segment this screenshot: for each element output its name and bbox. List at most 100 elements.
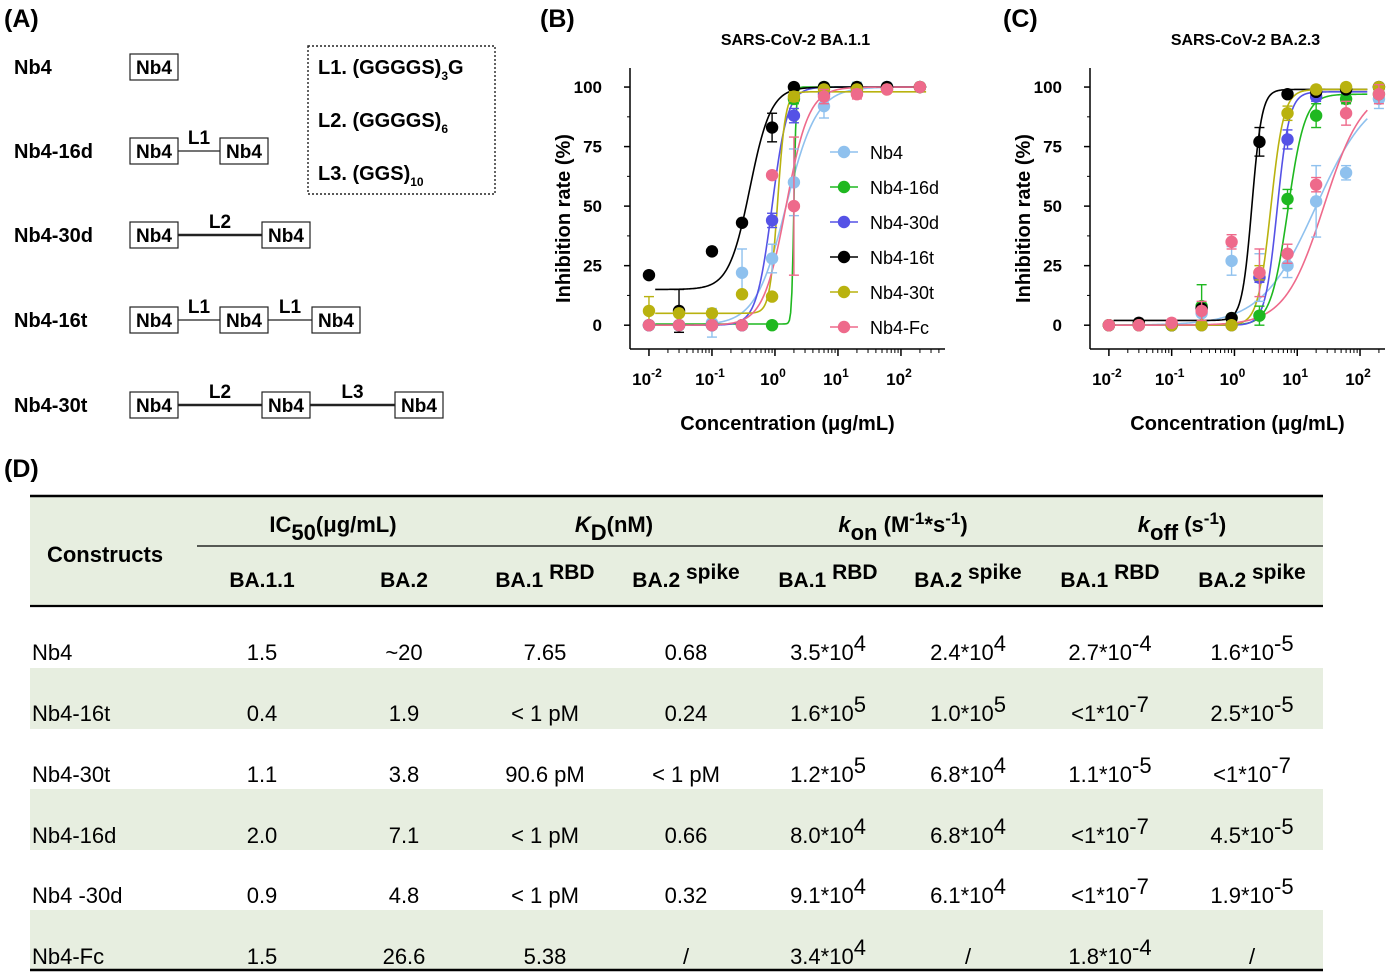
data-point [705, 318, 719, 332]
row-construct: Nb4-30t [32, 762, 110, 787]
data-point [1281, 247, 1294, 260]
data-point [765, 168, 779, 182]
fit-curve [1113, 88, 1368, 326]
chart-title: SARS-CoV-2 BA.1.1 [721, 32, 870, 49]
cell-ic50-ba11: 0.9 [247, 883, 278, 908]
subheader: BA.2 spike [632, 561, 739, 592]
linker-definition: L1. (GGGGS)3G [318, 57, 464, 83]
nb4-box-label: Nb4 [318, 311, 354, 332]
y-tick-label: 50 [1043, 197, 1062, 216]
data-point [705, 245, 719, 258]
construct-schematic: Nb4 Nb4 Nb4-16d Nb4 L1 Nb4 Nb4-30d Nb4 L2 Nb4 Nb4-… [14, 45, 496, 419]
linker-label: L2 [209, 382, 231, 403]
header-kd: KD(nM) [575, 512, 653, 545]
data-point [787, 80, 801, 94]
cell-koff-ba1: 2.7*10-4 [1068, 631, 1151, 665]
cell-koff-ba2: <1*10-7 [1213, 753, 1291, 787]
y-tick-label: 100 [574, 78, 602, 97]
construct-name: Nb4-30d [14, 225, 93, 247]
chart-ba23: SARS-CoV-2 BA.2.3 0 25 50 75 100 10-2 10-1 100 10… [1013, 32, 1386, 435]
legend-label: Nb4-Fc [870, 318, 929, 338]
subheader: BA.1.1 [229, 569, 295, 592]
cell-koff-ba1: 1.8*10-4 [1068, 935, 1151, 969]
nb4-box-label: Nb4 [136, 396, 172, 417]
cell-kd-ba1: 5.38 [524, 944, 567, 969]
data-point [765, 318, 779, 332]
subheader: BA.2 spike [1198, 561, 1305, 592]
cell-koff-ba2: 2.5*10-5 [1210, 692, 1293, 726]
header-koff: koff (s-1) [1138, 509, 1226, 545]
data-point [1253, 266, 1266, 279]
data-point [1195, 318, 1208, 332]
y-tick-label: 50 [583, 197, 602, 216]
row-construct: Nb4-Fc [32, 944, 104, 969]
nb4-box-label: Nb4 [136, 142, 172, 163]
y-axis-label: Inhibition rate (%) [553, 134, 575, 303]
data-point [705, 307, 719, 320]
cell-kon-ba2: 1.0*105 [930, 692, 1006, 726]
x-tick-label: 10-1 [695, 366, 725, 389]
kinetics-table: Constructs IC50(μg/mL) KD(nM) kon (M-1*s-1)… [30, 494, 1323, 972]
legend-marker [837, 285, 851, 299]
cell-kd-ba1: < 1 pM [511, 701, 579, 726]
nb4-box [129, 306, 179, 334]
cell-kon-ba2: / [965, 944, 972, 969]
x-tick-label: 101 [1282, 366, 1308, 389]
x-axis-label: Concentration (μg/mL) [1130, 413, 1344, 435]
nb4-box-label: Nb4 [401, 396, 437, 417]
nb4-box [129, 53, 179, 81]
cell-kd-ba2: 0.32 [665, 883, 708, 908]
data-point [765, 121, 779, 134]
data-point [735, 216, 749, 229]
data-point [1281, 133, 1294, 146]
cell-koff-ba1: 1.1*10-5 [1068, 753, 1151, 787]
data-point [735, 288, 749, 301]
y-tick-label: 0 [1053, 316, 1062, 335]
legend-marker [837, 215, 851, 229]
panel-label-a: (A) [4, 5, 39, 33]
data-point [787, 109, 801, 122]
linker-label: L1 [188, 128, 211, 149]
cell-ic50-ba2: 7.1 [389, 823, 420, 848]
x-tick-label: 101 [823, 366, 849, 389]
data-point [765, 252, 779, 265]
fit-curve [1113, 91, 1368, 326]
linker-label: L2 [209, 212, 231, 233]
data-point [672, 307, 686, 320]
y-tick-label: 25 [1043, 257, 1062, 276]
data-point [1339, 107, 1353, 120]
x-tick-label: 100 [1220, 366, 1246, 389]
panel-label-c: (C) [1003, 5, 1038, 33]
cell-koff-ba2: 1.6*10-5 [1210, 631, 1293, 665]
fit-curve [1113, 109, 1368, 326]
data-point [735, 266, 749, 279]
data-point [880, 83, 894, 96]
table-row-bg [30, 789, 1323, 850]
cell-ic50-ba11: 1.5 [247, 640, 278, 665]
cell-koff-ba2: 1.9*10-5 [1210, 874, 1293, 908]
cell-koff-ba1: <1*10-7 [1071, 814, 1149, 848]
x-tick-label: 10-2 [1092, 366, 1122, 389]
cell-ic50-ba2: ~20 [385, 640, 422, 665]
linker-definition: L2. (GGGGS)6 [318, 110, 448, 136]
y-tick-label: 75 [1043, 138, 1062, 157]
data-point [672, 318, 686, 332]
row-construct: Nb4-16d [32, 823, 116, 848]
legend-label: Nb4-30d [870, 213, 939, 233]
cell-kon-ba1: 9.1*104 [790, 874, 866, 908]
row-construct: Nb4-16t [32, 701, 110, 726]
data-point [1195, 304, 1208, 318]
data-point [817, 99, 831, 113]
cell-ic50-ba11: 0.4 [247, 701, 278, 726]
data-point [1102, 318, 1116, 332]
nb4-box-label: Nb4 [226, 311, 262, 332]
data-point [1281, 259, 1294, 272]
nb4-box-label: Nb4 [136, 311, 172, 332]
x-axis-label: Concentration (μg/mL) [680, 413, 894, 435]
y-tick-label: 100 [1034, 78, 1062, 97]
data-point [1225, 254, 1238, 268]
table-header-bg [30, 496, 1323, 606]
cell-kd-ba2: 0.68 [665, 640, 708, 665]
legend-label: Nb4-30t [870, 283, 934, 303]
data-point [1165, 316, 1178, 330]
